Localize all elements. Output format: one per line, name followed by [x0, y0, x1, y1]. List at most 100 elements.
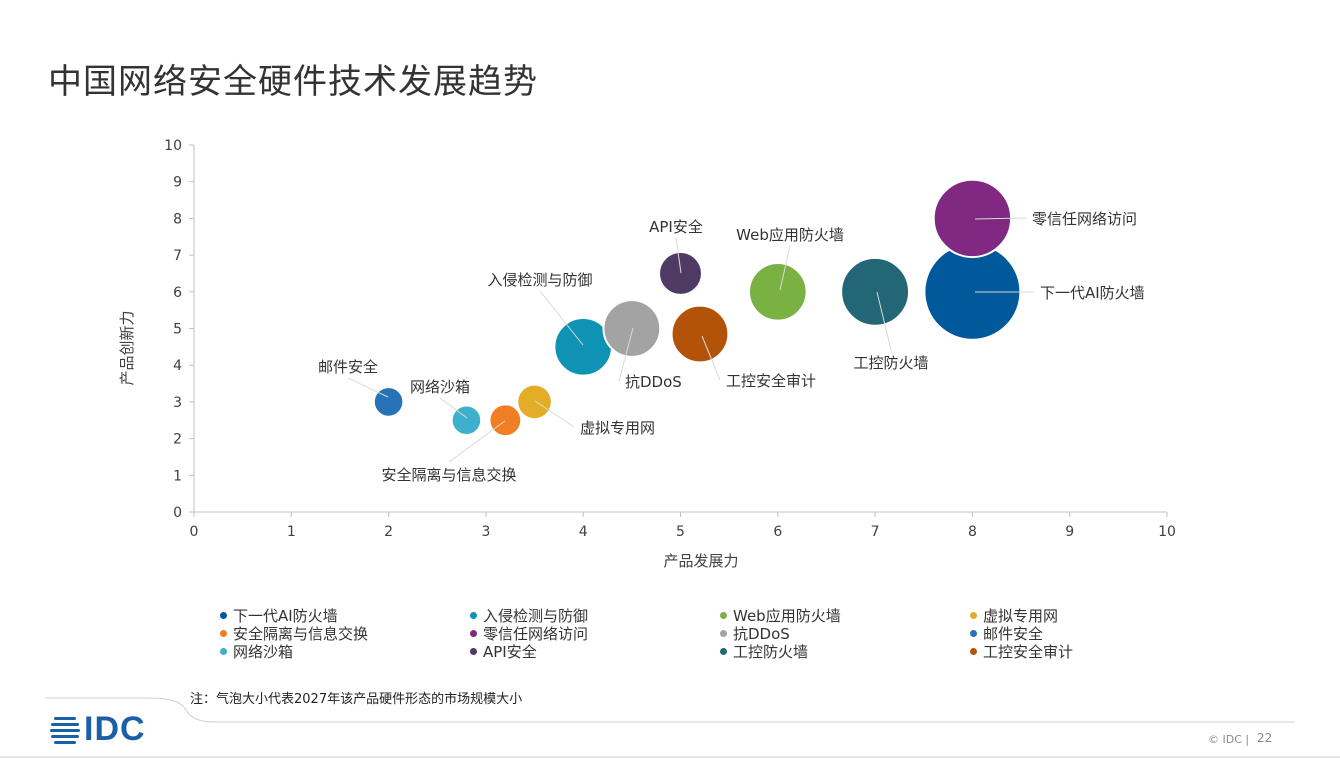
legend-label: 零信任网络访问 [483, 624, 589, 643]
bubble-leader-line [534, 400, 575, 428]
legend-marker [470, 629, 477, 637]
bubble-label: 下一代AI防火墙 [1040, 284, 1145, 302]
legend-marker [970, 647, 977, 655]
legend-label: 入侵检测与防御 [483, 606, 589, 625]
y-tick-label: 9 [173, 175, 182, 191]
legend-item: 安全隔离与信息交换 [220, 624, 470, 643]
chart-legend: 下一代AI防火墙 入侵检测与防御 Web应用防火墙 虚拟专用网安全隔离与信息交换 零信任… [220, 606, 1220, 661]
bubble-label: 入侵检测与防御 [487, 271, 592, 289]
legend-item: 入侵检测与防御 [470, 606, 720, 625]
bubble-label: 网络沙箱 [410, 378, 470, 396]
bubble-leader-line [779, 245, 791, 291]
x-tick-label: 1 [287, 524, 296, 540]
chart-footnote: 注：气泡大小代表2027年该产品硬件形态的市场规模大小 [190, 692, 523, 707]
bubble [658, 250, 703, 296]
bubble-label: Web应用防火墙 [736, 226, 844, 244]
legend-item: 邮件安全 [970, 624, 1220, 643]
chart-axes: 0 1 2 3 4 5 6 7 8 9 10 0 1 2 3 4 5 6 7 8 9 10 [164, 138, 1176, 540]
legend-item: API安全 [470, 642, 720, 661]
y-tick-label: 1 [173, 468, 182, 484]
legend-marker [220, 611, 227, 619]
y-tick-label: 4 [173, 358, 182, 374]
idc-logo-text: IDC [84, 710, 146, 748]
bubble [748, 262, 808, 322]
bubble-leader-line [347, 377, 389, 398]
legend-item: 工控安全审计 [970, 642, 1220, 661]
x-tick-label: 2 [384, 524, 393, 540]
bubble-leader-line [539, 290, 584, 346]
y-tick-label: 10 [164, 138, 182, 154]
legend-label: 网络沙箱 [233, 642, 294, 661]
y-tick-label: 5 [173, 322, 182, 338]
bubble [670, 304, 730, 364]
y-tick-label: 6 [173, 285, 182, 301]
bubble [450, 404, 483, 437]
legend-marker [720, 647, 727, 655]
bubble [372, 386, 405, 418]
footer-divider [0, 697, 1340, 758]
x-tick-label: 10 [1158, 524, 1176, 540]
legend-label: 抗DDoS [733, 624, 790, 643]
bubble-label: API安全 [649, 218, 703, 236]
legend-label: 邮件安全 [983, 624, 1044, 643]
bubble [840, 256, 911, 327]
legend-label: API安全 [483, 642, 537, 661]
bubble-leader-line [448, 420, 506, 463]
bubble-leader-line [439, 397, 468, 419]
legend-label: 工控防火墙 [733, 642, 809, 661]
y-axis-label: 产品创新力 [118, 310, 136, 385]
bubble-leader-line [974, 217, 1027, 220]
x-axis-label: 产品发展力 [663, 552, 738, 570]
legend-label: 安全隔离与信息交换 [233, 624, 369, 643]
legend-marker [970, 611, 977, 619]
bubble-label: 零信任网络访问 [1032, 210, 1137, 228]
bubble-leader-line [876, 291, 892, 351]
y-tick-label: 2 [173, 432, 182, 448]
x-tick-label: 9 [1065, 524, 1074, 540]
chart-bubbles [372, 178, 1022, 438]
legend-item: 零信任网络访问 [470, 624, 720, 643]
legend-marker [720, 629, 727, 637]
y-tick-label: 3 [173, 395, 182, 411]
bubble-label: 安全隔离与信息交换 [381, 466, 516, 484]
x-tick-label: 0 [190, 524, 199, 540]
y-tick-label: 0 [173, 505, 182, 521]
bubble-label: 工控防火墙 [853, 354, 928, 372]
legend-item: 下一代AI防火墙 [220, 606, 470, 625]
page-number: 22 [1257, 731, 1273, 745]
legend-marker [470, 611, 477, 619]
bubble-label: 工控安全审计 [726, 372, 816, 390]
bubble [516, 383, 553, 421]
idc-logo: IDC [50, 710, 146, 749]
idc-globe-icon [50, 716, 80, 744]
legend-marker [970, 629, 977, 637]
page-title: 中国网络安全硬件技术发展趋势 [48, 62, 538, 102]
bubble [488, 403, 523, 438]
bubble-label: 抗DDoS [625, 373, 682, 391]
bubble [602, 299, 662, 358]
x-tick-label: 8 [968, 524, 977, 540]
x-tick-label: 3 [481, 524, 490, 540]
bubble-leader-line [701, 335, 721, 381]
legend-marker [470, 647, 477, 655]
legend-marker [220, 647, 227, 655]
bubble-label: 虚拟专用网 [580, 419, 655, 437]
x-tick-label: 7 [871, 524, 880, 540]
legend-label: 工控安全审计 [983, 642, 1074, 661]
legend-item: 工控防火墙 [720, 642, 970, 661]
bubble-leader-line [675, 237, 682, 274]
legend-marker [220, 629, 227, 637]
legend-item: Web应用防火墙 [720, 606, 970, 625]
y-tick-label: 7 [173, 248, 182, 264]
legend-item: 网络沙箱 [220, 642, 470, 661]
x-tick-label: 4 [579, 524, 588, 540]
y-tick-label: 8 [173, 211, 182, 227]
legend-label: 下一代AI防火墙 [233, 606, 338, 625]
legend-marker [720, 611, 727, 619]
legend-item: 抗DDoS [720, 624, 970, 643]
bubble-leader-line [618, 327, 634, 382]
bubble-chart: 0 1 2 3 4 5 6 7 8 9 10 0 1 2 3 4 5 6 7 8 9 10 下一代AI防火墙 入侵检测与防御… [118, 138, 1176, 570]
x-tick-label: 5 [676, 524, 685, 540]
legend-item: 虚拟专用网 [970, 606, 1220, 625]
